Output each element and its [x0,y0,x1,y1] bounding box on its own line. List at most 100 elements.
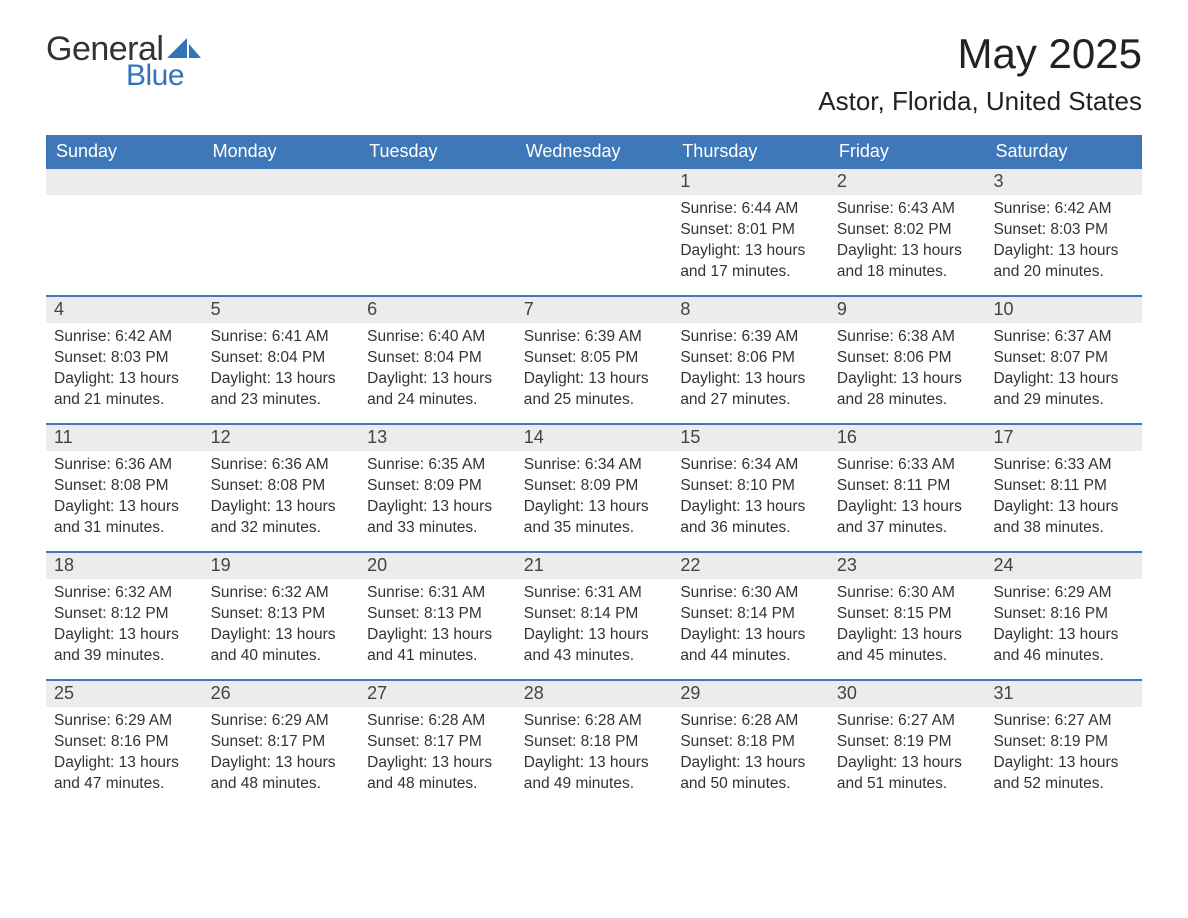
day-dl1: Daylight: 13 hours [993,625,1134,646]
day-body: Sunrise: 6:33 AMSunset: 8:11 PMDaylight:… [829,451,986,545]
title-block: May 2025 Astor, Florida, United States [818,30,1142,117]
day-dl1: Daylight: 13 hours [837,625,978,646]
day-dl1: Daylight: 13 hours [524,625,665,646]
day-number: 22 [672,553,829,579]
day-sunrise: Sunrise: 6:39 AM [524,327,665,348]
day-dl2: and 18 minutes. [837,262,978,283]
day-number: 6 [359,297,516,323]
day-body: Sunrise: 6:32 AMSunset: 8:13 PMDaylight:… [203,579,360,673]
day-dl2: and 49 minutes. [524,774,665,795]
day-cell: 1Sunrise: 6:44 AMSunset: 8:01 PMDaylight… [672,169,829,295]
day-body: Sunrise: 6:36 AMSunset: 8:08 PMDaylight:… [46,451,203,545]
day-dl2: and 45 minutes. [837,646,978,667]
day-body: Sunrise: 6:31 AMSunset: 8:13 PMDaylight:… [359,579,516,673]
day-sunrise: Sunrise: 6:39 AM [680,327,821,348]
day-sunrise: Sunrise: 6:42 AM [54,327,195,348]
weeks-container: 1Sunrise: 6:44 AMSunset: 8:01 PMDaylight… [46,169,1142,807]
day-number: 8 [672,297,829,323]
day-number: 7 [516,297,673,323]
day-cell: 7Sunrise: 6:39 AMSunset: 8:05 PMDaylight… [516,297,673,423]
day-cell: 30Sunrise: 6:27 AMSunset: 8:19 PMDayligh… [829,681,986,807]
day-dl2: and 36 minutes. [680,518,821,539]
day-body: Sunrise: 6:27 AMSunset: 8:19 PMDaylight:… [985,707,1142,801]
day-dl1: Daylight: 13 hours [54,369,195,390]
day-number [516,169,673,195]
day-sunset: Sunset: 8:14 PM [524,604,665,625]
day-dl1: Daylight: 13 hours [680,369,821,390]
day-cell: 19Sunrise: 6:32 AMSunset: 8:13 PMDayligh… [203,553,360,679]
day-dl1: Daylight: 13 hours [211,753,352,774]
day-number: 30 [829,681,986,707]
day-cell: 31Sunrise: 6:27 AMSunset: 8:19 PMDayligh… [985,681,1142,807]
day-number: 23 [829,553,986,579]
day-sunrise: Sunrise: 6:33 AM [837,455,978,476]
day-cell: 3Sunrise: 6:42 AMSunset: 8:03 PMDaylight… [985,169,1142,295]
day-sunset: Sunset: 8:12 PM [54,604,195,625]
day-dl1: Daylight: 13 hours [211,369,352,390]
day-dl1: Daylight: 13 hours [680,241,821,262]
day-cell: 8 Sunrise: 6:39 AMSunset: 8:06 PMDaylight… [672,297,829,423]
day-sunset: Sunset: 8:18 PM [680,732,821,753]
day-number: 21 [516,553,673,579]
day-cell: 22Sunrise: 6:30 AMSunset: 8:14 PMDayligh… [672,553,829,679]
day-sunrise: Sunrise: 6:41 AM [211,327,352,348]
day-number [359,169,516,195]
day-number: 17 [985,425,1142,451]
day-dl1: Daylight: 13 hours [993,369,1134,390]
dow-cell: Sunday [46,135,203,169]
day-number: 16 [829,425,986,451]
day-number: 28 [516,681,673,707]
day-dl1: Daylight: 13 hours [367,625,508,646]
day-dl2: and 41 minutes. [367,646,508,667]
day-number: 11 [46,425,203,451]
day-dl1: Daylight: 13 hours [54,753,195,774]
day-sunset: Sunset: 8:19 PM [993,732,1134,753]
day-sunset: Sunset: 8:18 PM [524,732,665,753]
day-dl2: and 37 minutes. [837,518,978,539]
day-sunset: Sunset: 8:09 PM [367,476,508,497]
day-cell: 20Sunrise: 6:31 AMSunset: 8:13 PMDayligh… [359,553,516,679]
day-body: Sunrise: 6:37 AMSunset: 8:07 PMDaylight:… [985,323,1142,417]
day-cell: 15Sunrise: 6:34 AMSunset: 8:10 PMDayligh… [672,425,829,551]
day-dl2: and 39 minutes. [54,646,195,667]
day-body: Sunrise: 6:30 AMSunset: 8:15 PMDaylight:… [829,579,986,673]
day-dl2: and 48 minutes. [211,774,352,795]
calendar: SundayMondayTuesdayWednesdayThursdayFrid… [46,135,1142,807]
week-row: 18Sunrise: 6:32 AMSunset: 8:12 PMDayligh… [46,551,1142,679]
day-sunrise: Sunrise: 6:36 AM [54,455,195,476]
day-sunset: Sunset: 8:04 PM [367,348,508,369]
day-dl2: and 27 minutes. [680,390,821,411]
day-sunset: Sunset: 8:13 PM [211,604,352,625]
day-sunrise: Sunrise: 6:30 AM [680,583,821,604]
day-sunrise: Sunrise: 6:33 AM [993,455,1134,476]
day-sunrise: Sunrise: 6:37 AM [993,327,1134,348]
day-body: Sunrise: 6:42 AMSunset: 8:03 PMDaylight:… [985,195,1142,289]
day-sunset: Sunset: 8:06 PM [837,348,978,369]
day-dl1: Daylight: 13 hours [993,497,1134,518]
day-number: 31 [985,681,1142,707]
day-body: Sunrise: 6:33 AMSunset: 8:11 PMDaylight:… [985,451,1142,545]
day-body: Sunrise: 6:28 AMSunset: 8:17 PMDaylight:… [359,707,516,801]
day-body: Sunrise: 6:34 AMSunset: 8:10 PMDaylight:… [672,451,829,545]
day-dl2: and 51 minutes. [837,774,978,795]
month-title: May 2025 [818,30,1142,78]
day-cell-empty [46,169,203,295]
day-sunset: Sunset: 8:17 PM [367,732,508,753]
day-dl2: and 44 minutes. [680,646,821,667]
day-sunrise: Sunrise: 6:35 AM [367,455,508,476]
dow-cell: Thursday [672,135,829,169]
day-sunset: Sunset: 8:06 PM [680,348,821,369]
day-sunrise: Sunrise: 6:31 AM [524,583,665,604]
day-body: Sunrise: 6:29 AMSunset: 8:16 PMDaylight:… [985,579,1142,673]
day-body: Sunrise: 6:43 AMSunset: 8:02 PMDaylight:… [829,195,986,289]
day-dl1: Daylight: 13 hours [211,625,352,646]
dow-cell: Wednesday [516,135,673,169]
day-dl2: and 29 minutes. [993,390,1134,411]
day-cell: 5Sunrise: 6:41 AMSunset: 8:04 PMDaylight… [203,297,360,423]
day-dl1: Daylight: 13 hours [524,497,665,518]
day-dl1: Daylight: 13 hours [680,625,821,646]
day-dl1: Daylight: 13 hours [680,753,821,774]
day-cell: 24Sunrise: 6:29 AMSunset: 8:16 PMDayligh… [985,553,1142,679]
day-body: Sunrise: 6:27 AMSunset: 8:19 PMDaylight:… [829,707,986,801]
day-dl2: and 33 minutes. [367,518,508,539]
